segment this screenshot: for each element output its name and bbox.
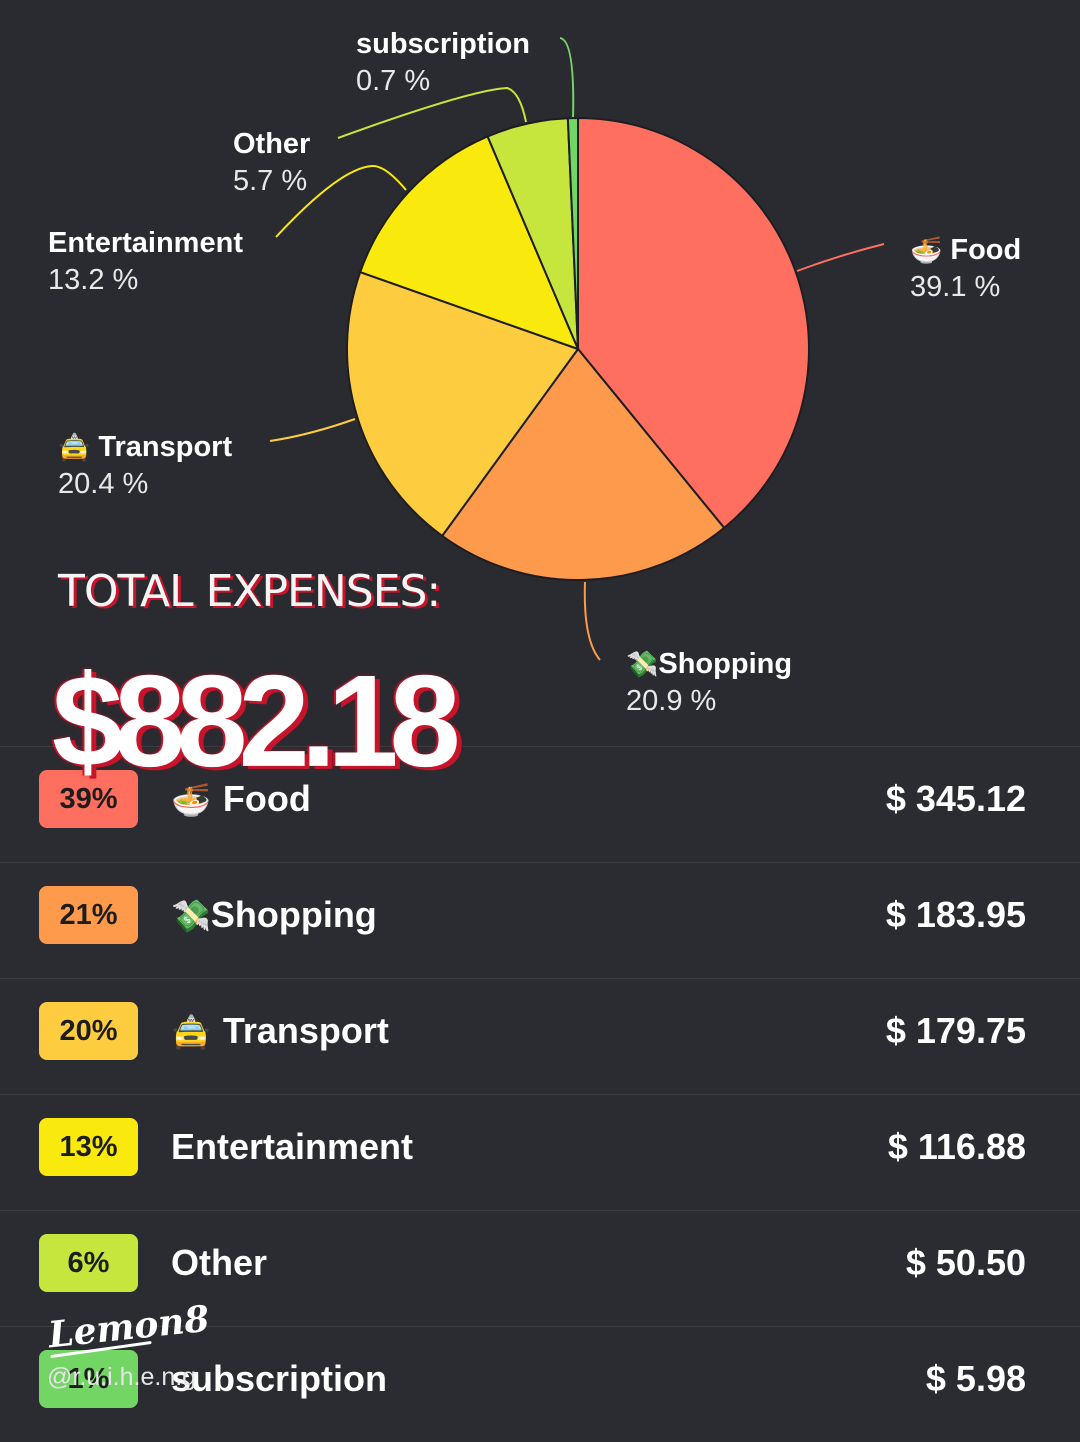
- slice-name: subscription: [356, 28, 531, 60]
- pie-slice-subscription: [566, 116, 579, 350]
- category-name: Transport: [222, 1010, 389, 1051]
- pie-slice-entertainment: [358, 135, 580, 351]
- taxi-icon: 🚖: [171, 1014, 211, 1050]
- category-name: Other: [171, 1242, 268, 1283]
- leader-line-transport: [269, 418, 356, 442]
- percent-badge: 13%: [39, 1118, 138, 1176]
- money-wings-icon: 💸: [171, 898, 211, 934]
- taxi-icon: 🚖: [58, 432, 91, 462]
- slice-name: Shopping: [658, 648, 793, 680]
- slice-label-entertainment: Entertainment 13.2 %: [48, 225, 243, 299]
- percent-badge: 20%: [39, 1002, 138, 1060]
- percent-badge: 1%: [39, 1350, 138, 1408]
- noodle-bowl-icon: 🍜: [171, 782, 211, 818]
- expense-list: 39% 🍜 Food $ 345.12 21% 💸Shopping $ 183.9…: [0, 746, 1080, 1442]
- slice-label-shopping: 💸Shopping 20.9 %: [626, 646, 792, 720]
- category-name: Entertainment: [171, 1126, 414, 1167]
- amount: $ 345.12: [885, 778, 1026, 819]
- slice-percent: 20.9 %: [626, 685, 717, 717]
- category-name: Food: [222, 778, 311, 819]
- amount: $ 5.98: [925, 1358, 1026, 1399]
- amount: $ 116.88: [887, 1126, 1026, 1167]
- slice-label-transport: 🚖 Transport 20.4 %: [58, 429, 232, 503]
- percent-badge: 6%: [39, 1234, 138, 1292]
- slice-label-other: Other 5.7 %: [233, 126, 310, 200]
- noodle-bowl-icon: 🍜: [910, 235, 943, 265]
- amount: $ 179.75: [885, 1010, 1026, 1051]
- pie-slice-food: [577, 116, 810, 530]
- pie-chart: [269, 37, 885, 661]
- slice-name: Food: [950, 234, 1022, 266]
- leader-line-entertainment: [275, 164, 407, 238]
- list-item-subscription[interactable]: 1% subscription $ 5.98: [0, 1326, 1080, 1442]
- leader-line-food: [796, 243, 885, 272]
- list-item-shopping[interactable]: 21% 💸Shopping $ 183.95: [0, 862, 1080, 978]
- slice-percent: 0.7 %: [356, 65, 431, 97]
- money-wings-icon: 💸: [626, 649, 659, 679]
- leader-line-subscription: [559, 37, 575, 119]
- amount: $ 50.50: [905, 1242, 1026, 1283]
- pie-slice-shopping: [440, 347, 726, 581]
- leader-line-other: [337, 86, 527, 139]
- leader-line-shopping: [583, 581, 601, 661]
- percent-badge: 21%: [39, 886, 138, 944]
- list-item-other[interactable]: 6% Other $ 50.50: [0, 1210, 1080, 1326]
- slice-label-food: 🍜 Food 39.1 %: [910, 232, 1021, 306]
- slice-name: Other: [233, 128, 311, 160]
- pie-slice-transport: [346, 270, 580, 538]
- slice-percent: 39.1 %: [910, 271, 1001, 303]
- list-item-food[interactable]: 39% 🍜 Food $ 345.12: [0, 746, 1080, 862]
- list-item-transport[interactable]: 20% 🚖 Transport $ 179.75: [0, 978, 1080, 1094]
- total-expenses-label: TOTAL EXPENSES:: [58, 566, 441, 617]
- slice-name: Transport: [98, 431, 233, 463]
- amount: $ 183.95: [885, 894, 1026, 935]
- list-item-entertainment[interactable]: 13% Entertainment $ 116.88: [0, 1094, 1080, 1210]
- category-name: Shopping: [210, 894, 377, 935]
- author-handle: @r.u.i.h.e.n.g: [47, 1363, 197, 1391]
- slice-label-subscription: subscription 0.7 %: [356, 26, 530, 100]
- total-expenses-value: $882.18: [52, 648, 461, 795]
- slice-percent: 13.2 %: [48, 264, 139, 296]
- slice-percent: 20.4 %: [58, 468, 149, 500]
- slice-percent: 5.7 %: [233, 165, 308, 197]
- percent-badge: 39%: [39, 770, 138, 828]
- category-name: subscription: [171, 1358, 388, 1399]
- slice-name: Entertainment: [48, 227, 243, 259]
